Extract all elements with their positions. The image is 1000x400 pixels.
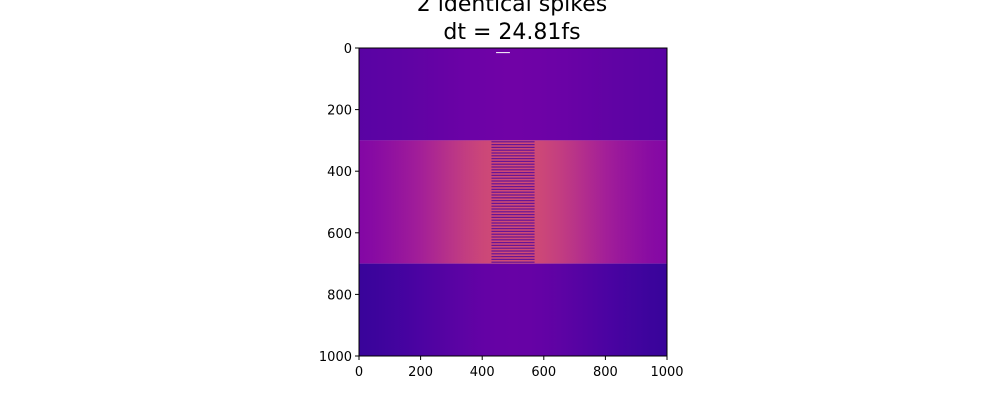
fringe-line xyxy=(491,222,535,224)
fringe-line xyxy=(491,169,535,171)
x-axis: 0 200 400 600 800 1000 xyxy=(355,356,684,380)
fringe-line xyxy=(491,191,535,193)
fringe-line xyxy=(491,160,535,163)
fringe-line xyxy=(491,197,535,199)
chart-title: 2 identical spikes dt = 24.81fs xyxy=(417,0,607,45)
heatmap-plot-area xyxy=(359,48,667,356)
fringe-line xyxy=(491,155,535,157)
fringe-line xyxy=(491,141,535,143)
interference-fringes xyxy=(491,141,535,263)
fringe-line xyxy=(491,247,535,249)
x-tick-label: 400 xyxy=(470,365,495,380)
fringe-line xyxy=(491,180,535,182)
fringe-line xyxy=(491,233,535,235)
fringe-line xyxy=(491,230,535,233)
fringe-line xyxy=(491,188,535,191)
fringe-line xyxy=(491,213,535,216)
fringe-line xyxy=(491,261,535,263)
fringe-line xyxy=(491,225,535,227)
fringe-line xyxy=(491,227,535,230)
y-tick-label: 200 xyxy=(327,104,352,119)
fringe-line xyxy=(491,157,535,160)
y-tick-label: 600 xyxy=(327,227,352,242)
heatmap-upper-band xyxy=(359,48,667,141)
fringe-line xyxy=(491,174,535,177)
fringe-line xyxy=(491,185,535,188)
fringe-line xyxy=(491,236,535,238)
fringe-line xyxy=(491,166,535,168)
fringe-line xyxy=(491,177,535,179)
fringe-line xyxy=(491,205,535,207)
fringe-line xyxy=(491,253,535,255)
fringe-line xyxy=(491,244,535,247)
fringe-line xyxy=(491,258,535,261)
fringe-line xyxy=(491,146,535,149)
y-axis: 0 200 400 600 800 1000 xyxy=(319,42,359,365)
fringe-line xyxy=(491,208,535,210)
fringe-line xyxy=(491,239,535,241)
x-tick-label: 600 xyxy=(531,365,556,380)
heatmap-lower-band xyxy=(359,263,667,356)
axes-frame xyxy=(358,47,668,357)
fringe-line xyxy=(491,250,535,252)
title-line-2: dt = 24.81fs xyxy=(443,20,580,45)
x-tick-label: 800 xyxy=(593,365,618,380)
fringe-line xyxy=(491,194,535,196)
x-tick-label: 1000 xyxy=(650,365,683,380)
y-tick-label: 1000 xyxy=(319,350,352,365)
fringe-line xyxy=(491,199,535,202)
fringe-line xyxy=(491,152,535,154)
y-tick-label: 400 xyxy=(327,165,352,180)
fringe-line xyxy=(491,143,535,146)
fringe-line xyxy=(491,202,535,205)
fringe-line xyxy=(491,241,535,244)
fringe-line xyxy=(491,211,535,213)
x-tick-label: 200 xyxy=(408,365,433,380)
fringe-line xyxy=(491,216,535,219)
fringe-line xyxy=(491,219,535,221)
fringe-line xyxy=(491,163,535,165)
y-tick-label: 800 xyxy=(327,288,352,303)
fringe-line xyxy=(491,149,535,151)
title-line-1: 2 identical spikes xyxy=(417,0,607,17)
fringe-line xyxy=(491,171,535,174)
y-tick-label: 0 xyxy=(344,42,352,57)
x-tick-label: 0 xyxy=(355,365,363,380)
fringe-line xyxy=(491,255,535,258)
fringe-line xyxy=(491,183,535,185)
